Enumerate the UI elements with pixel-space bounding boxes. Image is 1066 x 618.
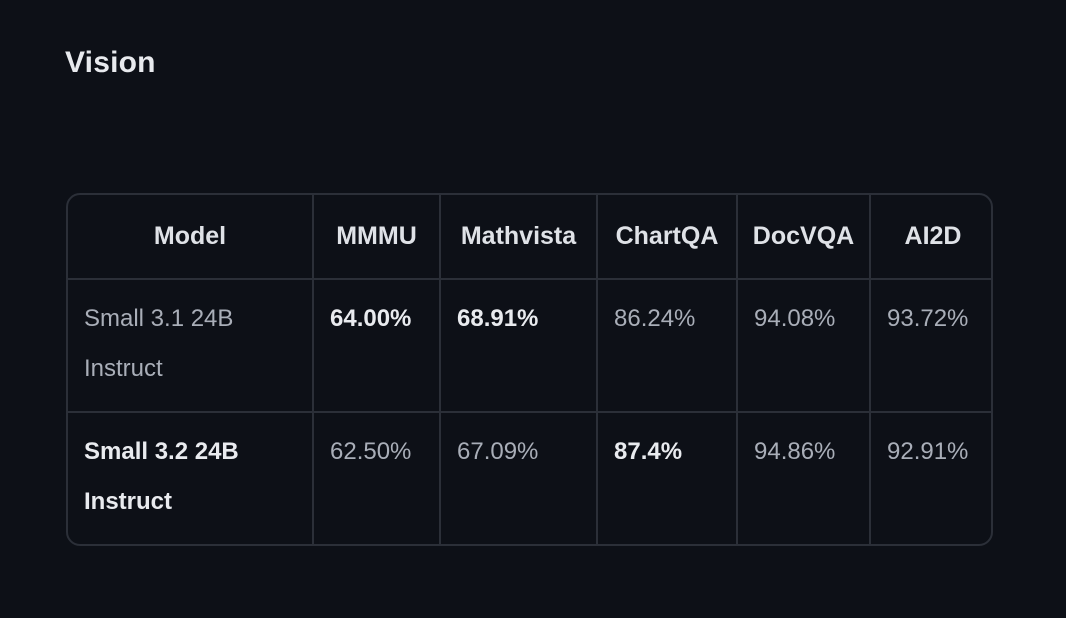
ai2d-score: 93.72% xyxy=(887,305,969,332)
mmmu-score: 64.00% xyxy=(330,305,412,332)
column-header-mmmu: MMMU xyxy=(313,195,441,280)
mathvista-cell: 68.91% xyxy=(440,279,598,414)
ai2d-cell: 92.91% xyxy=(870,412,991,544)
docvqa-score: 94.86% xyxy=(754,438,836,466)
vision-benchmark-table: Model MMMU Mathvista ChartQA DocVQA AI2D… xyxy=(68,195,991,544)
section-title: Vision xyxy=(65,46,156,79)
table-row: Small 3.1 24B Instruct 64.00% 68.91% 86.… xyxy=(68,279,991,414)
benchmark-table-container: Model MMMU Mathvista ChartQA DocVQA AI2D… xyxy=(66,193,993,546)
model-name-cell: Small 3.1 24B Instruct xyxy=(68,279,314,414)
docvqa-score: 94.08% xyxy=(754,305,836,332)
mathvista-cell: 67.09% xyxy=(440,412,598,544)
mathvista-score: 67.09% xyxy=(457,438,539,466)
column-header-mathvista: Mathvista xyxy=(440,195,598,280)
mmmu-cell: 62.50% xyxy=(313,412,441,544)
docvqa-cell: 94.08% xyxy=(737,279,871,414)
table-row: Small 3.2 24B Instruct 62.50% 67.09% 87.… xyxy=(68,412,991,544)
mathvista-score: 68.91% xyxy=(457,305,539,332)
docvqa-cell: 94.86% xyxy=(737,412,871,544)
chartqa-cell: 86.24% xyxy=(597,279,738,414)
chartqa-score: 86.24% xyxy=(614,305,696,332)
column-header-model: Model xyxy=(68,195,314,280)
column-header-chartqa: ChartQA xyxy=(597,195,738,280)
model-name: Small 3.1 24B Instruct xyxy=(84,305,234,382)
ai2d-score: 92.91% xyxy=(887,438,969,466)
column-header-docvqa: DocVQA xyxy=(737,195,871,280)
model-name: Small 3.2 24B Instruct xyxy=(84,438,239,516)
chartqa-cell: 87.4% xyxy=(597,412,738,544)
mmmu-score: 62.50% xyxy=(330,438,412,466)
chartqa-score: 87.4% xyxy=(614,438,683,466)
table-header-row: Model MMMU Mathvista ChartQA DocVQA AI2D xyxy=(68,195,991,280)
mmmu-cell: 64.00% xyxy=(313,279,441,414)
ai2d-cell: 93.72% xyxy=(870,279,991,414)
column-header-ai2d: AI2D xyxy=(870,195,991,280)
model-name-cell: Small 3.2 24B Instruct xyxy=(68,412,314,544)
